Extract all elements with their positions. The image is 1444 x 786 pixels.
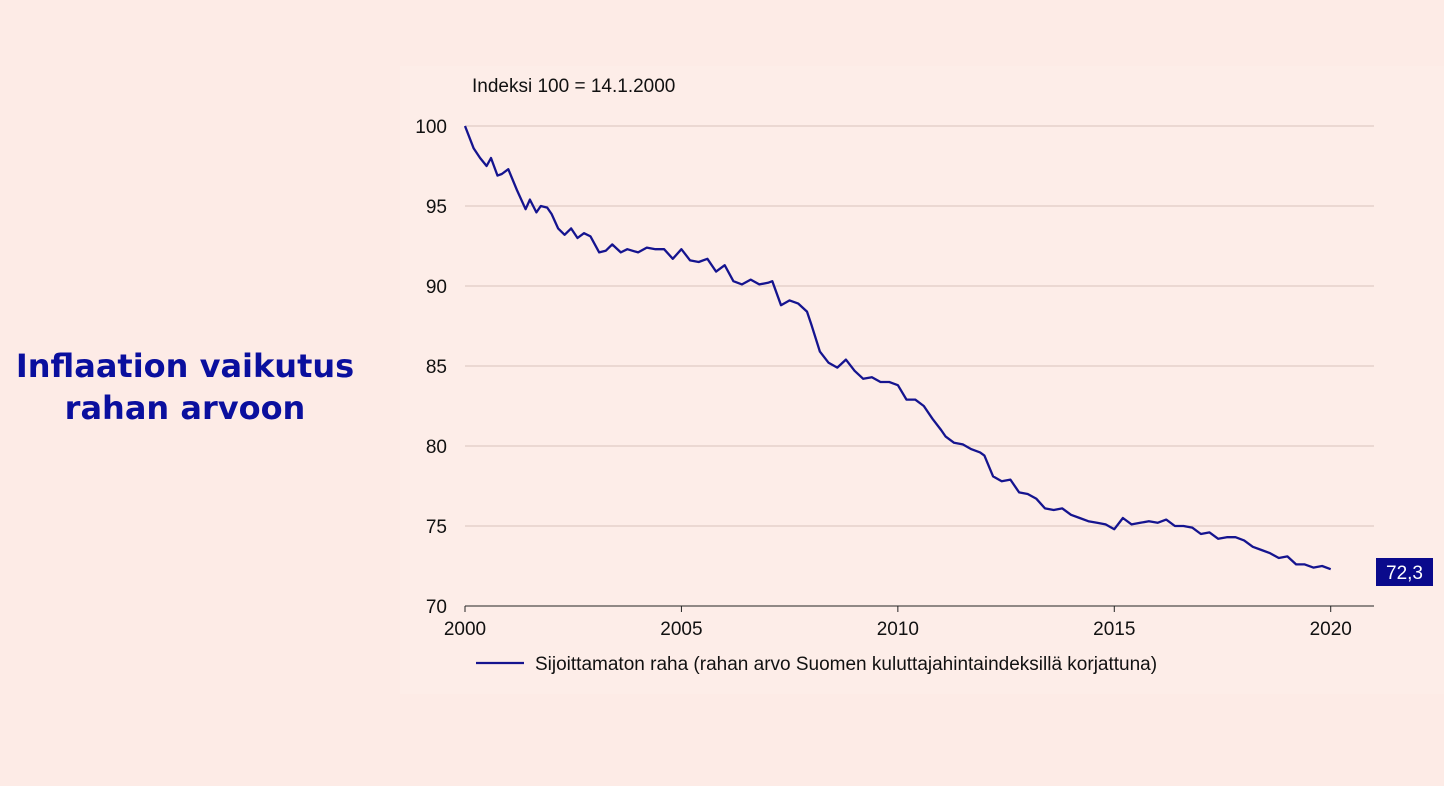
y-axis-labels: 100 95 90 85 80 75 70 bbox=[415, 117, 447, 618]
x-tick-label-2000: 2000 bbox=[444, 619, 486, 640]
line-chart: Indeksi 100 = 14.1.2000 100959085807570 … bbox=[415, 76, 1433, 675]
y-tick-label-95: 95 bbox=[426, 197, 447, 218]
y-tick-label-70: 70 bbox=[426, 597, 447, 618]
x-tick-label-2020: 2020 bbox=[1310, 619, 1352, 640]
index-note: Indeksi 100 = 14.1.2000 bbox=[472, 76, 675, 97]
series-line bbox=[463, 125, 1332, 571]
y-tick-label-75: 75 bbox=[426, 517, 447, 538]
end-value-label-bg bbox=[1376, 558, 1433, 586]
chart-panel: Indeksi 100 = 14.1.2000 100 95 90 85 80 75 70 … bbox=[400, 66, 1444, 694]
headline-line-2: rahan arvoon bbox=[64, 389, 306, 427]
end-value-label-text: 72,3 bbox=[1386, 563, 1423, 584]
x-tick-label-2010: 2010 bbox=[877, 619, 919, 640]
x-axis-labels: 2000 2005 2010 2015 2020 bbox=[444, 619, 1352, 640]
y-tick-label-85: 85 bbox=[426, 357, 447, 378]
x-tick-label-2005: 2005 bbox=[660, 619, 702, 640]
y-tick-label-100: 100 bbox=[415, 117, 447, 138]
legend-label: Sijoittamaton raha (rahan arvo Suomen ku… bbox=[535, 654, 1157, 675]
x-tick-label-2015: 2015 bbox=[1093, 619, 1135, 640]
headline-line-1: Inflaation vaikutus bbox=[15, 347, 355, 385]
y-tick-label-90: 90 bbox=[426, 277, 447, 298]
end-value-label: 72,3 bbox=[1376, 558, 1433, 586]
y-tick-label-80: 80 bbox=[426, 437, 447, 458]
x-axis-ticks bbox=[464, 606, 1332, 612]
legend: Sijoittamaton raha (rahan arvo Suomen ku… bbox=[476, 654, 1157, 675]
grid bbox=[465, 125, 1374, 527]
headline: Inflaation vaikutus rahan arvoon bbox=[0, 345, 370, 429]
